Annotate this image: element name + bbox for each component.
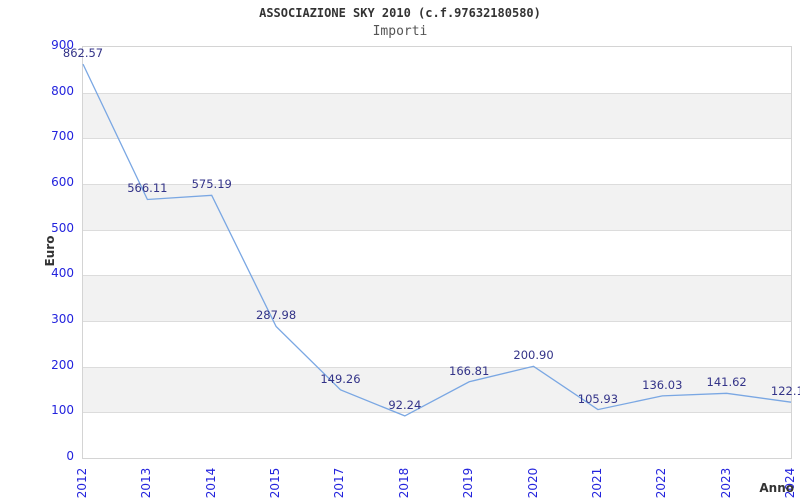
- y-tick-label: 900: [51, 38, 74, 52]
- gridline: [83, 275, 791, 277]
- gridline: [83, 229, 791, 231]
- x-tick-label: 2023: [718, 467, 733, 499]
- data-label: 92.24: [388, 397, 422, 412]
- x-axis-title: Anno: [759, 481, 794, 495]
- data-label: 105.93: [577, 391, 619, 406]
- plot-band: [83, 92, 791, 139]
- x-tick-label: 2013: [139, 467, 154, 499]
- plot-area: 862.57 566.11 575.19 287.98 149.26 92.24 166.8…: [63, 46, 800, 459]
- y-tick-label: 400: [51, 266, 74, 281]
- data-label: 566.11: [127, 181, 168, 196]
- data-label: 149.26: [320, 371, 361, 386]
- y-tick-label: 800: [51, 83, 74, 98]
- gridline: [83, 321, 791, 322]
- y-tick-label: 700: [51, 129, 74, 144]
- y-tick-label: 0: [66, 449, 74, 463]
- x-tick-label: 2022: [654, 467, 669, 499]
- plot-band: [83, 366, 791, 413]
- y-tick-label: 100: [51, 403, 74, 418]
- gridline: [83, 184, 791, 185]
- series-line: [82, 63, 792, 417]
- x-tick-label: 2014: [203, 467, 218, 499]
- x-tick-label: 2015: [268, 467, 283, 499]
- plot-band: [83, 275, 791, 321]
- y-tick-label: 200: [51, 357, 74, 372]
- data-label: 200.90: [513, 348, 554, 363]
- chart-subtitle: Importi: [372, 24, 428, 39]
- x-tick-label: 2019: [461, 467, 476, 499]
- y-tick-label: 300: [51, 312, 74, 326]
- y-tick-label: 600: [51, 175, 74, 189]
- plot-band: [83, 184, 791, 230]
- x-tick-label: 2020: [525, 467, 540, 499]
- x-tick-label: 2021: [589, 467, 604, 499]
- data-label: 575.19: [191, 177, 232, 192]
- gridline: [83, 366, 791, 368]
- chart-title: ASSOCIAZIONE SKY 2010 (c.f.97632180580): [259, 6, 541, 20]
- x-tick-label: 2017: [332, 467, 347, 499]
- data-label: 136.03: [642, 377, 683, 392]
- x-tick-label: 2012: [75, 467, 89, 499]
- data-label: 287.98: [255, 308, 297, 323]
- data-label: 166.81: [449, 363, 490, 378]
- data-label: 122.13: [770, 384, 800, 399]
- x-tick-label: 2018: [396, 467, 411, 499]
- gridline: [83, 138, 791, 140]
- gridline: [83, 92, 791, 94]
- gridline: [83, 412, 791, 414]
- y-axis-title: Euro: [43, 235, 57, 267]
- data-label: 141.62: [706, 375, 747, 390]
- data-label: 862.57: [62, 46, 104, 61]
- y-tick-label: 500: [51, 220, 74, 235]
